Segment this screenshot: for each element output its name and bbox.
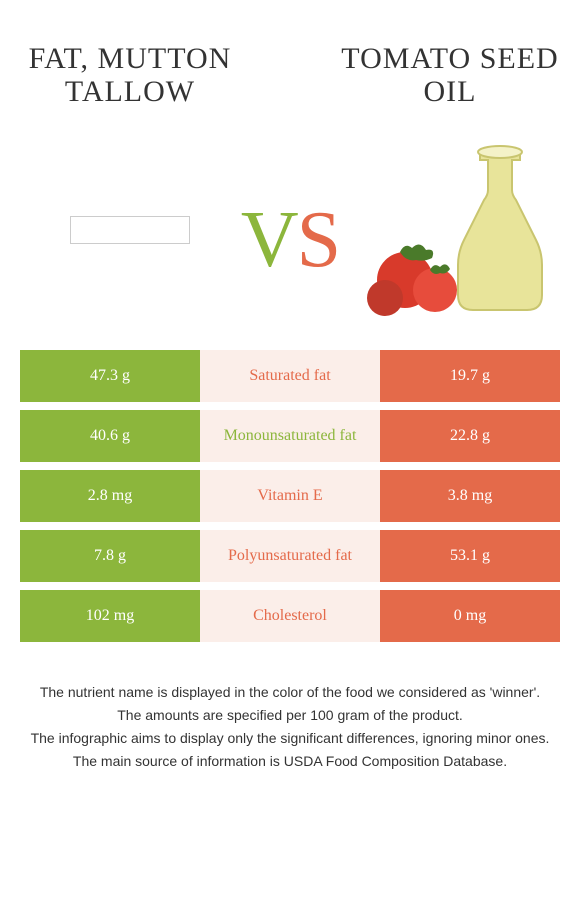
cell-right-value: 0 mg [380, 590, 560, 642]
table-row: 2.8 mgVitamin E3.8 mg [20, 470, 560, 522]
cell-left-value: 102 mg [20, 590, 200, 642]
nutrient-table: 47.3 gSaturated fat19.7 g 40.6 gMonounsat… [20, 350, 560, 642]
header: Fat, mutton tallow Tomato seed oil VS [0, 0, 580, 330]
cell-nutrient-name: Vitamin E [200, 470, 380, 522]
image-placeholder-icon [70, 216, 190, 244]
food-left-title: Fat, mutton tallow [20, 20, 240, 130]
food-left-illustration [70, 130, 190, 330]
food-left-block: Fat, mutton tallow [20, 20, 240, 330]
table-row: 7.8 gPolyunsaturated fat53.1 g [20, 530, 560, 582]
footnotes: The nutrient name is displayed in the co… [0, 682, 580, 772]
tomato-oil-icon [350, 130, 550, 330]
food-right-illustration [350, 130, 550, 330]
footnote-line: The infographic aims to display only the… [10, 728, 570, 749]
footnote-line: The amounts are specified per 100 gram o… [10, 705, 570, 726]
table-row: 40.6 gMonounsaturated fat22.8 g [20, 410, 560, 462]
vs-badge: VS [241, 195, 339, 286]
cell-left-value: 47.3 g [20, 350, 200, 402]
cell-right-value: 22.8 g [380, 410, 560, 462]
cell-left-value: 7.8 g [20, 530, 200, 582]
cell-nutrient-name: Polyunsaturated fat [200, 530, 380, 582]
food-right-title: Tomato seed oil [340, 20, 560, 130]
cell-left-value: 2.8 mg [20, 470, 200, 522]
cell-right-value: 3.8 mg [380, 470, 560, 522]
cell-right-value: 53.1 g [380, 530, 560, 582]
cell-nutrient-name: Monounsaturated fat [200, 410, 380, 462]
vs-s: S [297, 196, 340, 284]
cell-right-value: 19.7 g [380, 350, 560, 402]
food-right-block: Tomato seed oil [340, 20, 560, 330]
table-row: 102 mgCholesterol0 mg [20, 590, 560, 642]
cell-nutrient-name: Saturated fat [200, 350, 380, 402]
vs-v: V [241, 196, 297, 284]
footnote-line: The nutrient name is displayed in the co… [10, 682, 570, 703]
table-row: 47.3 gSaturated fat19.7 g [20, 350, 560, 402]
cell-left-value: 40.6 g [20, 410, 200, 462]
footnote-line: The main source of information is USDA F… [10, 751, 570, 772]
cell-nutrient-name: Cholesterol [200, 590, 380, 642]
